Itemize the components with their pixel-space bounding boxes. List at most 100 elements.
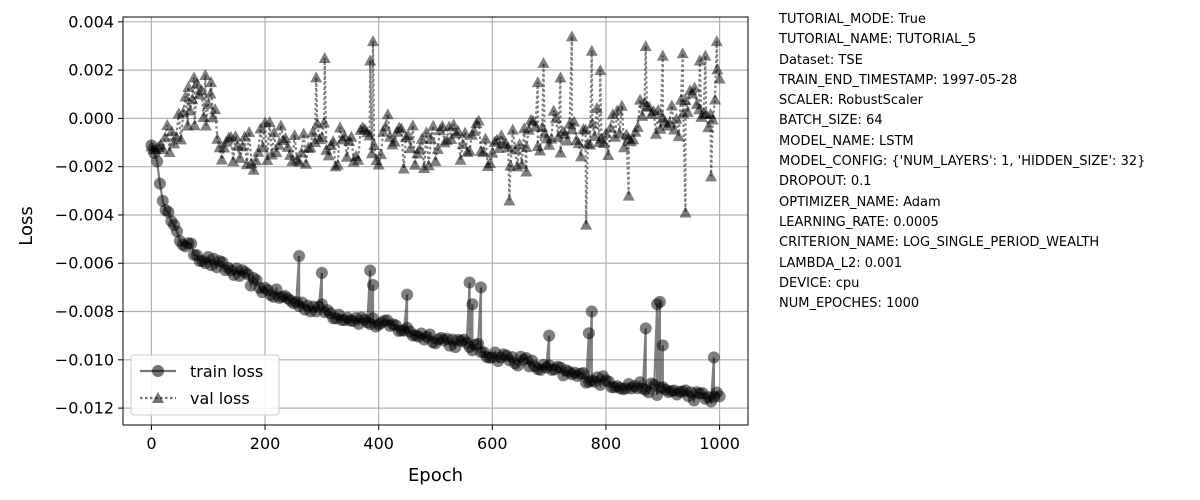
data-point: [310, 71, 323, 83]
x-tick-label: 600: [477, 434, 508, 453]
config-line: OPTIMIZER_NAME: Adam: [779, 194, 941, 210]
data-point: [665, 99, 678, 111]
legend-val-marker: [152, 392, 164, 403]
data-point: [388, 135, 401, 147]
config-line: DROPOUT: 0.1: [779, 174, 872, 190]
data-point: [561, 134, 574, 146]
data-point: [520, 165, 533, 177]
data-point: [693, 54, 706, 66]
data-point: [639, 39, 652, 51]
y-tick-label: 0.000: [68, 109, 114, 128]
data-point: [367, 278, 379, 291]
data-point: [243, 125, 256, 137]
data-point: [364, 264, 377, 277]
config-line: LAMBDA_L2: 0.001: [779, 255, 902, 271]
data-point: [679, 206, 692, 218]
data-point: [279, 132, 292, 144]
data-point: [565, 30, 578, 42]
data-point: [590, 102, 603, 114]
data-point: [699, 49, 712, 61]
data-point: [654, 122, 667, 134]
data-point: [340, 150, 353, 162]
data-point: [474, 281, 487, 294]
data-point: [466, 298, 479, 311]
data-point: [554, 146, 567, 158]
data-point: [679, 94, 692, 106]
y-tick-label: 0.002: [68, 61, 114, 80]
data-point: [204, 87, 217, 99]
config-line: TUTORIAL_MODE: True: [779, 12, 926, 27]
data-point: [186, 93, 199, 105]
data-point: [602, 148, 615, 160]
data-point: [472, 114, 485, 126]
data-point: [580, 218, 593, 230]
data-point: [604, 121, 617, 133]
data-point: [543, 138, 556, 150]
data-point: [672, 130, 685, 142]
series-train-loss: [145, 139, 726, 408]
data-point: [254, 122, 267, 134]
data-point: [397, 162, 410, 174]
data-point: [639, 322, 652, 335]
data-point: [597, 136, 610, 148]
data-point: [486, 146, 499, 158]
data-point: [295, 146, 308, 158]
data-point: [199, 68, 212, 80]
data-point: [182, 81, 195, 93]
x-tick-label: 800: [591, 434, 622, 453]
data-point: [574, 150, 587, 162]
x-tick-label: 400: [363, 434, 394, 453]
data-point: [415, 132, 428, 144]
data-point: [534, 144, 547, 156]
data-point: [713, 390, 726, 403]
data-point: [367, 35, 379, 47]
config-line: CRITERION_NAME: LOG_SINGLE_PERIOD_WEALTH: [779, 235, 1100, 251]
data-point: [209, 103, 222, 115]
data-point: [459, 126, 472, 138]
data-point: [413, 142, 426, 154]
data-point: [552, 130, 565, 142]
data-point: [236, 140, 249, 152]
data-point: [663, 116, 676, 128]
legend-train-label: train loss: [190, 362, 263, 381]
run-config-panel: TUTORIAL_MODE: True TUTORIAL_NAME: TUTORI…: [779, 10, 1145, 314]
data-point: [202, 97, 215, 109]
data-point: [406, 119, 419, 131]
data-point: [299, 157, 312, 169]
data-point: [463, 276, 476, 289]
data-point: [318, 116, 331, 128]
data-point: [709, 93, 722, 105]
y-tick-label: 0.004: [68, 12, 114, 31]
data-point: [565, 123, 578, 135]
data-point: [374, 148, 387, 160]
data-point: [706, 113, 719, 125]
data-point: [205, 76, 218, 88]
data-point: [395, 122, 408, 134]
data-point: [268, 126, 281, 138]
config-line: DEVICE: cpu: [779, 275, 860, 291]
data-point: [168, 137, 181, 149]
config-line: SCALER: RobustScaler: [779, 93, 923, 109]
data-point: [424, 132, 437, 144]
data-point: [447, 118, 460, 130]
data-point: [274, 119, 287, 131]
data-point: [422, 159, 435, 171]
data-point: [668, 123, 681, 135]
data-point: [184, 104, 197, 116]
data-point: [249, 154, 262, 166]
data-point: [456, 138, 469, 150]
data-point: [543, 329, 556, 342]
data-point: [256, 141, 269, 153]
data-point: [707, 351, 720, 364]
data-point: [197, 111, 210, 123]
data-point: [585, 44, 598, 56]
data-point: [297, 127, 310, 139]
data-point: [270, 146, 283, 158]
data-point: [170, 225, 183, 238]
data-point: [199, 119, 212, 131]
data-point: [585, 305, 598, 318]
data-point: [188, 119, 201, 131]
data-point: [364, 54, 377, 66]
data-point: [315, 130, 328, 142]
config-line: Dataset: TSE: [779, 52, 863, 68]
